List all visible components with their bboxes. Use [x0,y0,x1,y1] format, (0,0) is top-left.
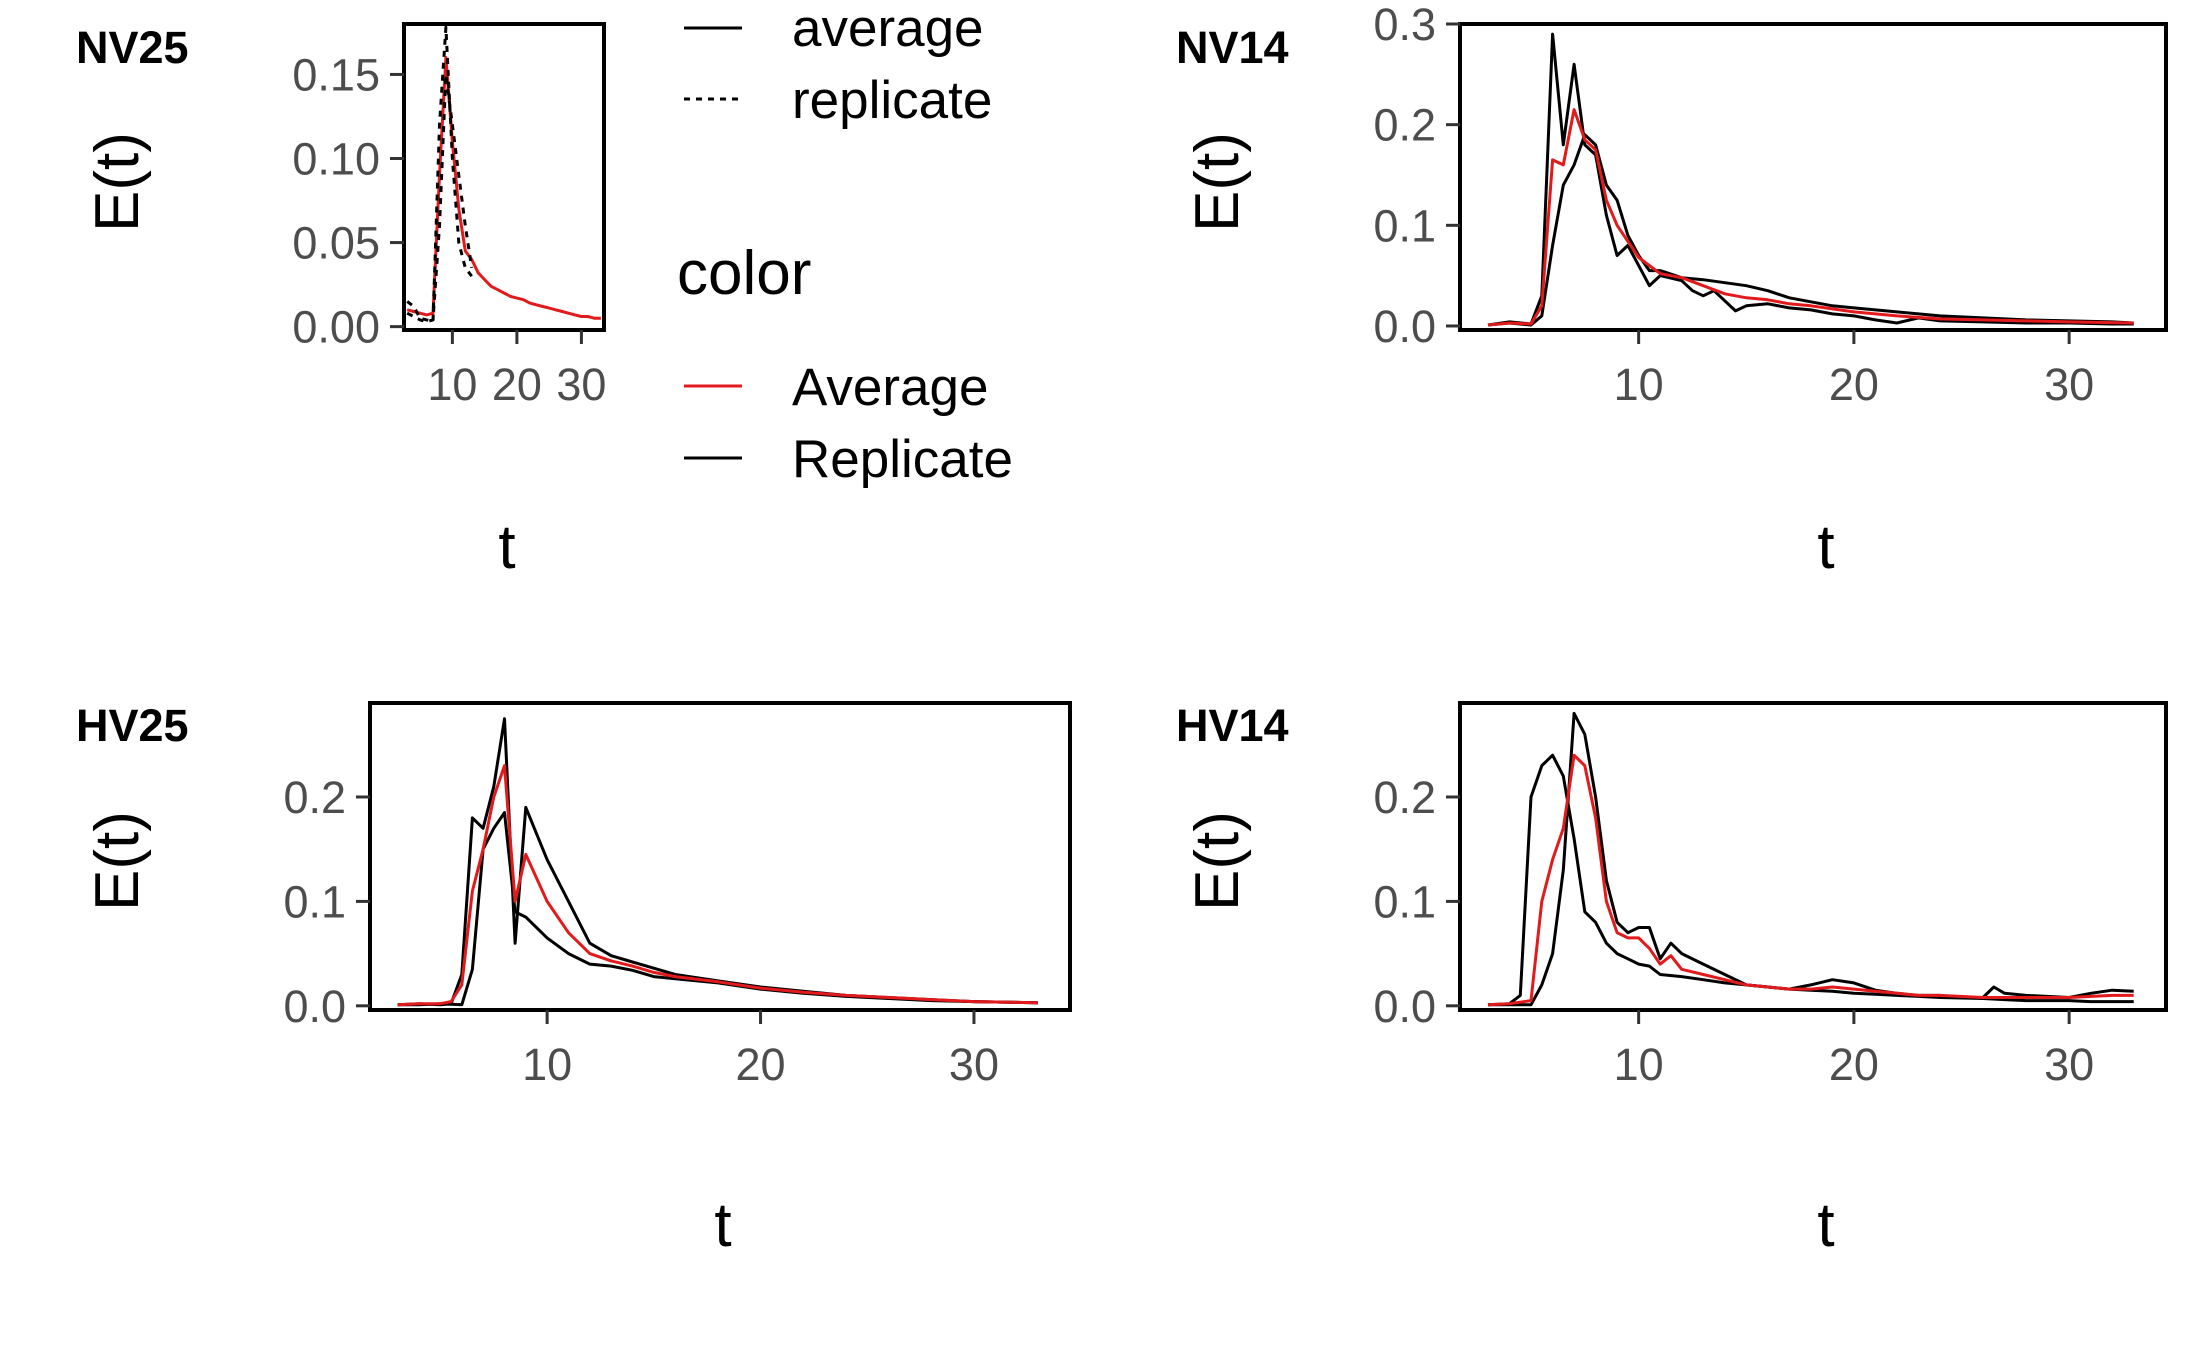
x-axis-title: t [1817,1191,1834,1260]
y-tick-label: 0.00 [292,302,380,353]
series-line-2 [406,25,473,324]
plot-area: 0.0 0.1 0.2 10 20 30 [1373,701,2168,1090]
x-axis-title: t [498,513,515,582]
panel-border [368,701,1072,1012]
x-tick-label: 20 [1829,359,1879,410]
y-tick-label: 0.0 [1373,981,1436,1032]
panel-border [1458,22,2168,332]
plot-area: 0.00 0.05 0.10 0.15 10 20 30 [292,22,606,410]
x-axis-title: t [714,1191,731,1260]
series-line-3 [406,72,474,324]
series-line-2 [1488,711,2134,1007]
y-axis-title: E(t) [1183,132,1252,232]
series-line-1 [406,56,601,320]
series-line-3 [1487,108,2134,327]
series-line-1 [397,717,1039,1007]
plot-area: 0.0 0.1 0.2 10 20 30 [283,701,1072,1090]
y-tick-label: 0.10 [292,134,380,185]
legend: average replicate color Average Replicat… [677,0,1013,489]
x-tick-label: 10 [427,359,477,410]
x-tick-label: 30 [2044,1039,2094,1090]
series-line-2 [1487,133,2134,327]
legend-label-average: average [792,0,984,58]
y-tick-label: 0.1 [283,876,346,927]
series-line-1 [1487,32,2134,327]
y-axis-title: E(t) [83,132,152,232]
x-tick-label: 10 [1614,359,1664,410]
y-tick-label: 0.2 [283,772,346,823]
panel-tag: HV14 [1176,700,1289,751]
panel-border [402,22,606,332]
y-tick-label: 0.1 [1373,876,1436,927]
legend-label-replicate-color: Replicate [792,430,1013,489]
y-tick-label: 0.2 [1373,772,1436,823]
panel-hv25: HV25 0.0 0.1 0.2 10 20 30 E(t) t [76,700,1072,1260]
plot-area: 0.0 0.1 0.2 0.3 10 20 30 [1373,0,2168,410]
legend-label-average-color: Average [792,358,988,417]
x-tick-label: 30 [556,359,606,410]
y-tick-label: 0.0 [283,981,346,1032]
x-tick-label: 20 [1829,1039,1879,1090]
panel-nv14: NV14 0.0 0.1 0.2 0.3 10 20 30 E(t) t [1176,0,2168,582]
y-axis-title: E(t) [83,811,152,911]
x-tick-label: 10 [1614,1039,1664,1090]
x-axis-title: t [1817,513,1834,582]
x-tick-label: 20 [492,359,542,410]
series-line-3 [397,764,1039,1007]
x-tick-label: 20 [736,1039,786,1090]
y-tick-label: 0.3 [1373,0,1436,50]
y-axis-title: E(t) [1183,811,1252,911]
panel-nv25: NV25 0.00 0.05 0.10 0.15 10 20 30 E(t) t [76,22,606,582]
panel-tag: HV25 [76,700,189,751]
y-tick-label: 0.0 [1373,301,1436,352]
x-tick-label: 10 [522,1039,572,1090]
panel-tag: NV25 [76,22,189,73]
series-line-1 [1487,753,2134,1007]
panel-tag: NV14 [1176,22,1289,73]
x-tick-label: 30 [2044,359,2094,410]
panel-border [1458,701,2168,1012]
y-tick-label: 0.2 [1373,100,1436,151]
y-tick-label: 0.15 [292,49,380,100]
legend-title-color: color [677,239,811,308]
series-line-3 [1487,753,2134,1007]
legend-label-replicate: replicate [792,71,992,130]
y-tick-label: 0.1 [1373,200,1436,251]
panel-hv14: HV14 0.0 0.1 0.2 10 20 30 E(t) t [1176,700,2168,1260]
series-line-2 [397,811,1039,1007]
y-tick-label: 0.05 [292,218,380,269]
x-tick-label: 30 [949,1039,999,1090]
